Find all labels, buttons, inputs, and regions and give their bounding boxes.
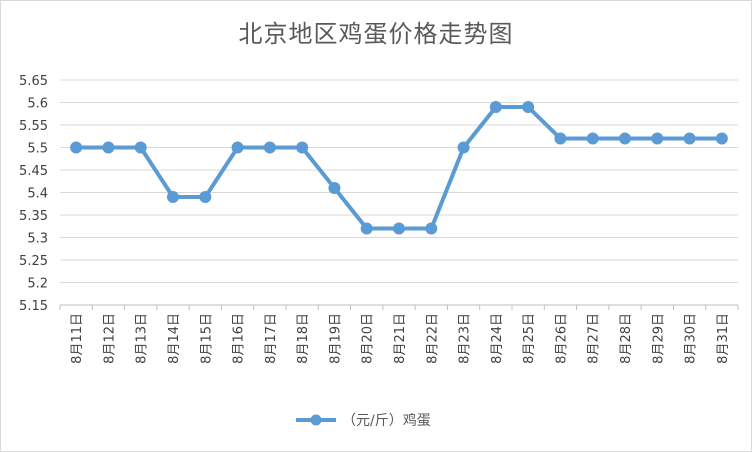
x-tick-label: 8月30日 [684,313,699,364]
legend-marker [310,414,322,426]
x-tick-label: 8月31日 [716,313,731,364]
data-point [70,141,83,154]
y-tick-label: 5.2 [27,277,48,292]
data-point [360,222,373,235]
x-tick-label: 8月25日 [522,313,537,364]
legend: （元/斤）鸡蛋 [296,412,431,429]
x-tick-label: 8月27日 [587,313,602,364]
x-tick-label: 8月23日 [458,313,473,364]
y-tick-label: 5.5 [27,142,48,157]
data-point [586,132,599,145]
data-point [102,141,115,154]
y-tick-label: 5.4 [27,187,48,202]
y-tick-label: 5.65 [19,74,48,89]
x-tick-label: 8月22日 [425,313,440,364]
x-tick-label: 8月14日 [167,313,182,364]
data-point [619,132,631,145]
legend-label: （元/斤）鸡蛋 [342,412,431,429]
gridlines [59,79,739,310]
data-point [199,191,212,203]
chart-title: 北京地区鸡蛋价格走势图 [238,20,514,48]
x-tick-label: 8月17日 [264,313,279,364]
data-point [457,141,470,154]
x-tick-label: 8月29日 [651,313,666,364]
y-tick-label: 5.55 [19,119,48,134]
x-tick-label: 8月26日 [554,313,569,364]
data-point [167,191,179,203]
data-point [328,182,341,194]
x-tick-label: 8月12日 [102,313,117,364]
y-tick-label: 5.6 [27,97,48,112]
y-tick-label: 5.35 [19,209,48,224]
series-layer [70,101,728,235]
y-axis-ticks: 5.15 5.2 5.25 5.3 5.35 5.4 5.45 5.5 5.55 5.6 5.65 [19,74,48,314]
x-axis-ticks: 8月11日 8月12日 8月13日 8月14日 8月15日 8月16日 8月17日 8月18日… [70,313,731,364]
x-tick-label: 8月28日 [619,313,634,364]
x-tick-label: 8月19日 [328,313,343,364]
y-tick-label: 5.15 [19,299,48,314]
x-tick-label: 8月24日 [490,313,505,364]
y-tick-label: 5.45 [19,164,48,179]
data-point [296,141,309,154]
data-point [522,101,535,113]
data-point [263,141,276,154]
y-tick-label: 5.25 [19,254,48,269]
data-point [715,132,728,145]
x-tick-label: 8月21日 [393,313,408,364]
data-point [651,132,664,145]
y-tick-label: 5.3 [27,232,48,247]
x-tick-label: 8月18日 [296,313,311,364]
data-point [683,132,696,145]
x-tick-label: 8月13日 [135,313,150,364]
data-point [393,222,405,235]
data-point [134,141,147,154]
data-point [554,132,567,145]
x-tick-label: 8月20日 [361,313,376,364]
data-point [425,222,438,235]
x-tick-label: 8月15日 [199,313,214,364]
data-point [489,101,502,113]
data-point [231,141,244,154]
x-tick-label: 8月11日 [70,313,85,364]
x-tick-label: 8月16日 [232,313,247,364]
